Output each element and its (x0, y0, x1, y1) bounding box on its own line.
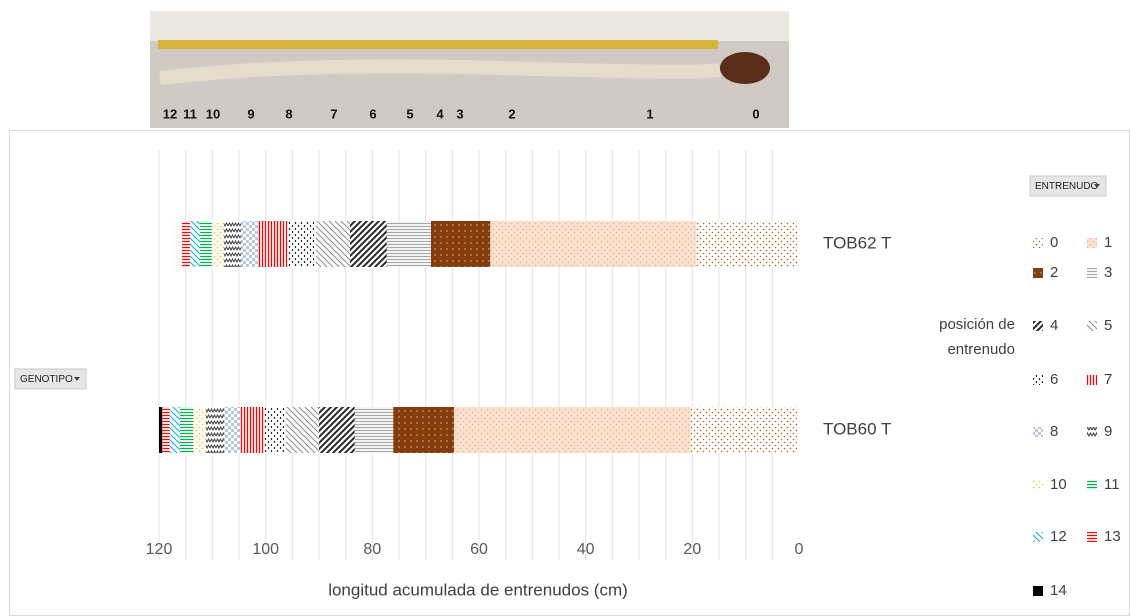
bar-segment (211, 221, 225, 267)
bar-segment (200, 221, 212, 267)
legend-label: 5 (1104, 317, 1112, 334)
legend-swatch (1033, 375, 1043, 385)
legend-label: 1 (1104, 234, 1112, 251)
bar-segment (181, 221, 190, 267)
photo-label: 4 (436, 106, 444, 121)
dropdown-arrow (1094, 184, 1100, 188)
photo-label: 5 (406, 106, 413, 121)
photo-label: 10 (206, 106, 220, 121)
x-tick-label: 120 (146, 541, 173, 558)
bar-segment (431, 221, 491, 267)
legend-label: 13 (1104, 528, 1121, 545)
photo-label: 11 (183, 106, 197, 121)
bar-segment (205, 407, 225, 453)
photo-wall (150, 11, 789, 41)
bar-segment (159, 407, 163, 453)
photo-labels: 12 11 10 9 8 7 6 5 4 3 2 1 0 (163, 106, 760, 121)
legend-label: 10 (1050, 476, 1067, 493)
legend-label: 7 (1104, 371, 1112, 388)
legend-title: posición de entrenudo (939, 316, 1015, 358)
legend-swatch (1033, 480, 1043, 490)
legend-swatch (1033, 532, 1043, 542)
bar-segment (264, 407, 286, 453)
bar-segment (224, 221, 242, 267)
series-field-label: ENTRENUDO (1035, 181, 1099, 192)
category-field-label: GENOTIPO (20, 374, 73, 385)
legend-swatch (1087, 480, 1097, 490)
bar-segment (169, 407, 180, 453)
x-axis-title: longitud acumulada de entrenudos (cm) (328, 580, 628, 599)
legend-label: 12 (1050, 528, 1067, 545)
x-tick-label: 80 (363, 541, 381, 558)
x-tick-label: 40 (577, 541, 595, 558)
legend-label: 0 (1050, 234, 1058, 251)
ruler (158, 40, 718, 49)
legend-swatch (1087, 375, 1097, 385)
legend-swatch (1087, 238, 1097, 248)
category-label: TOB62 T (823, 233, 891, 252)
bar-segment (258, 221, 287, 267)
legend-label: 14 (1050, 582, 1067, 599)
bar-segment (690, 407, 799, 453)
photo-label: 9 (247, 106, 254, 121)
legend-swatch (1033, 427, 1043, 437)
panicle (720, 52, 770, 84)
stem (159, 59, 722, 85)
x-tick-label: 60 (470, 541, 488, 558)
button-background (1029, 175, 1107, 197)
legend-swatch (1033, 268, 1043, 278)
legend-swatch (1087, 427, 1097, 437)
bar-segment (453, 407, 691, 453)
legend-label: 6 (1050, 371, 1058, 388)
x-tick-label: 100 (252, 541, 279, 558)
bar-segment (224, 407, 241, 453)
legend-label: 3 (1104, 264, 1112, 281)
bar-segment (319, 407, 355, 453)
chart-frame (9, 130, 1130, 616)
x-tick-label: 0 (795, 541, 804, 558)
photo-label: 0 (752, 106, 759, 121)
series-field-button[interactable]: ENTRENUDO (1029, 175, 1107, 197)
photo-label: 8 (285, 106, 292, 121)
bar-segment (285, 407, 319, 453)
bar-segment (179, 407, 194, 453)
bar-segment (193, 407, 206, 453)
photo-label: 7 (330, 106, 337, 121)
bar-segment (354, 407, 394, 453)
legend-label: 4 (1050, 317, 1058, 334)
bar-segment (490, 221, 697, 267)
photo-label: 12 (163, 106, 177, 121)
bar-segment (315, 221, 350, 267)
bar-segment (240, 407, 265, 453)
legend-label: 11 (1104, 476, 1120, 493)
legend-swatch (1087, 321, 1097, 331)
legend-swatch (1033, 586, 1043, 596)
bar-segment (386, 221, 431, 267)
button-background (14, 368, 87, 390)
photo: 12 11 10 9 8 7 6 5 4 3 2 1 0 (150, 11, 789, 128)
legend-swatch (1033, 321, 1043, 331)
category-field-button[interactable]: GENOTIPO (14, 368, 87, 390)
bar-segment (189, 221, 201, 267)
bar-segment (349, 221, 387, 267)
legend-swatch (1087, 268, 1097, 278)
bar-segment (162, 407, 170, 453)
bar-segment (287, 221, 316, 267)
legend-swatch (1033, 238, 1043, 248)
photo-label: 2 (508, 106, 515, 121)
bar-segment (241, 221, 259, 267)
dropdown-arrow (74, 377, 80, 381)
photo-label: 1 (646, 106, 653, 121)
legend-swatch (1087, 532, 1097, 542)
bar-segment (696, 221, 799, 267)
bar-segment (393, 407, 454, 453)
legend-label: 8 (1050, 423, 1058, 440)
x-tick-label: 20 (683, 541, 701, 558)
photo-label: 6 (369, 106, 376, 121)
legend-label: 2 (1050, 264, 1058, 281)
legend-label: 9 (1104, 423, 1112, 440)
category-label: TOB60 T (823, 419, 891, 438)
photo-label: 3 (456, 106, 463, 121)
